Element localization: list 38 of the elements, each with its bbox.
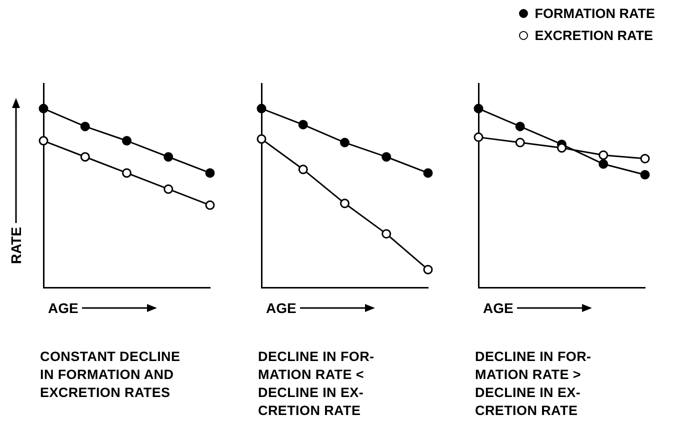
legend-label: FORMATION RATE [534, 6, 655, 20]
text: DECLINE IN FOR- MATION RATE < DECLINE IN EX- CRETION RATE [258, 348, 374, 420]
x-axis-title: AGE [48, 300, 78, 316]
text: CONSTANT DECLINE IN FORMATION AND EXCRETION RATES [40, 348, 180, 402]
point [38, 104, 48, 114]
point [340, 198, 350, 208]
point [382, 152, 392, 162]
point [298, 164, 308, 174]
point [80, 152, 90, 162]
x-axis-title: AGE [483, 300, 514, 316]
point [256, 134, 266, 144]
point [423, 168, 433, 178]
legend-label: EXCRETION RATE [534, 28, 654, 42]
point [80, 122, 90, 132]
y-axis-title: RATE [8, 226, 24, 264]
point [205, 168, 215, 178]
point [515, 122, 525, 132]
point [164, 184, 174, 194]
point [122, 168, 132, 178]
point [640, 154, 650, 164]
point [382, 229, 392, 239]
point [122, 136, 132, 146]
point [256, 104, 266, 114]
point [598, 150, 608, 160]
point [298, 120, 308, 130]
point [164, 152, 174, 162]
point [205, 200, 215, 210]
point [423, 264, 433, 274]
point [474, 132, 484, 142]
x-axis-title: AGE [266, 300, 296, 316]
point [598, 159, 608, 169]
point [38, 136, 48, 146]
text: DECLINE IN FOR- MATION RATE > DECLINE IN EX- CRETION RATE [475, 348, 592, 420]
point [640, 170, 650, 180]
point [340, 138, 350, 148]
point [474, 104, 484, 114]
point [557, 143, 566, 153]
point [515, 138, 525, 148]
